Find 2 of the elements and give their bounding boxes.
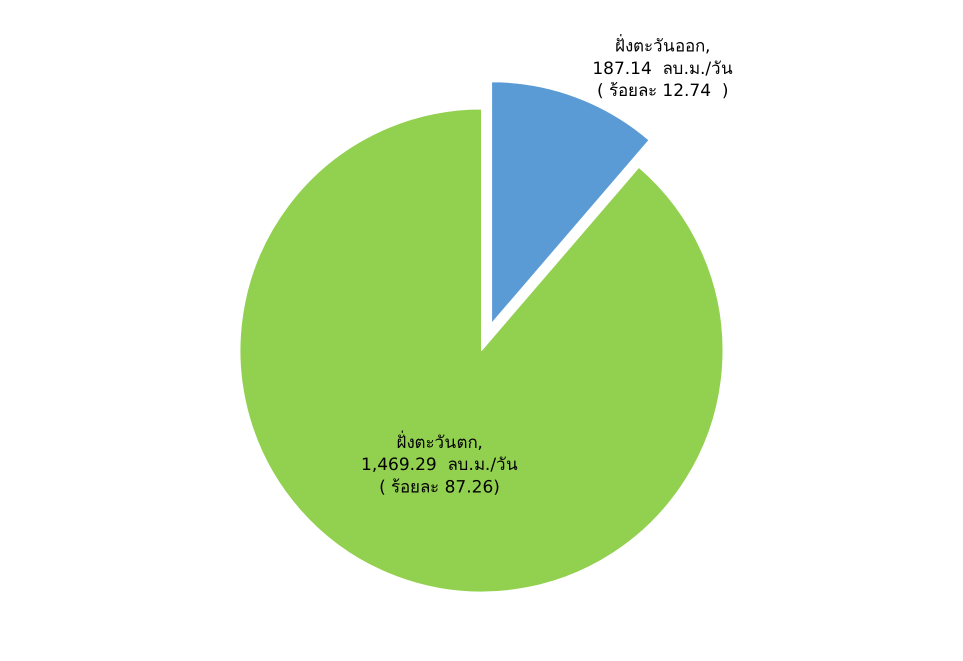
slice-label: ฝั่งตะวันตก, 1,469.29 ลบ.ม./วัน ( ร้อยละ 87.26) xyxy=(361,430,518,498)
slice-label: ฝั่งตะวันออก, 187.14 ลบ.ม./วัน ( ร้อยละ 12.74 ) xyxy=(592,34,734,101)
